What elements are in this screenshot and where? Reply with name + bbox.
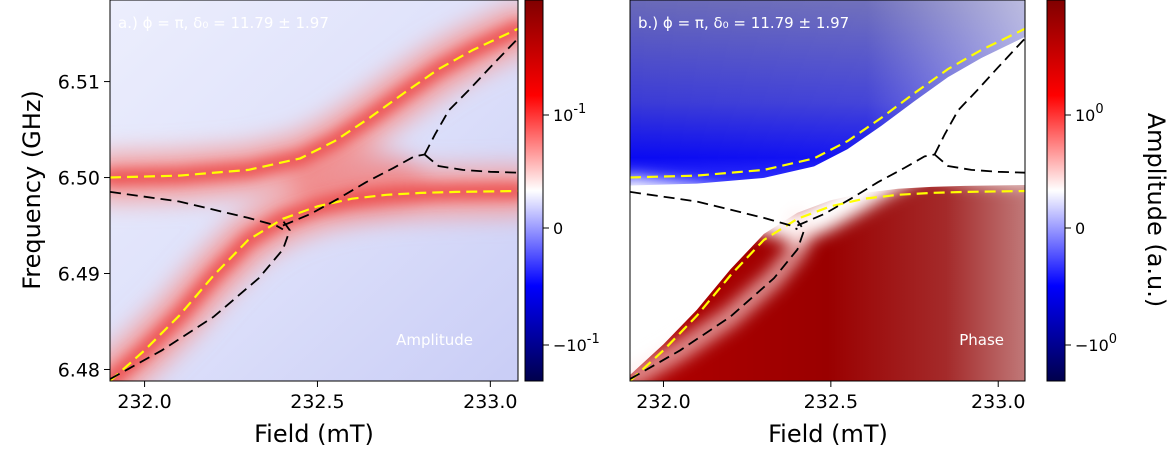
panel-a-fit-curve-1: [110, 191, 284, 231]
panel-b-model-curve-2: [630, 189, 1025, 381]
panel-b-zero-band-right: [921, 141, 1025, 186]
panel-b-fit-curve-3: [630, 220, 806, 380]
panel-a-title: a.) ϕ = π, δ₀ = 11.79 ± 1.97: [118, 14, 329, 32]
colorbar-b-tick-label: 100: [1075, 102, 1104, 125]
panel-b-title: b.) ϕ = π, δ₀ = 11.79 ± 1.97: [638, 14, 849, 32]
colorbar-label: Amplitude (a.u.): [1142, 113, 1167, 308]
panel-a-model-curve-2: [110, 189, 518, 381]
colorbar-b: 100 0 −100 Amplitude (a.u.): [1046, 0, 1167, 382]
colorbar-a-tick-label: 0: [553, 219, 563, 238]
y-axis-label: Frequency (GHz): [18, 90, 46, 290]
panel-a-y-tick-label: 6.49: [58, 264, 100, 286]
panel-b-x-tick-label: 232.0: [636, 391, 690, 413]
panel-b-zero-band-left: [630, 176, 813, 245]
panel-b-curves: [630, 27, 1025, 381]
colorbar-a: 10-1 0 −10-1: [524, 0, 600, 382]
panel-b-x-axis-label: Field (mT): [768, 420, 888, 448]
panel-b-fit-curve-5: [934, 153, 1025, 174]
colorbar-a-scale: [524, 0, 544, 382]
panel-a-y-tick-label: 6.50: [58, 168, 100, 190]
panel-a-y-ticks: 6.48 6.49 6.50 6.51: [58, 72, 110, 381]
colorbar-b-tick-label: 0: [1075, 219, 1085, 238]
panel-a-x-axis-label: Field (mT): [254, 420, 374, 448]
panel-a-fit-curve-4: [423, 37, 518, 155]
colorbar-b-scale: [1046, 0, 1066, 382]
panel-b-frame: [629, 0, 1026, 382]
panel-a: a.) ϕ = π, δ₀ = 11.79 ± 1.97 Amplitude 2…: [18, 0, 519, 448]
panel-b-positive-region: [630, 185, 1025, 381]
panel-a-x-ticks: 232.0 232.5 233.0: [117, 381, 518, 413]
panel-a-y-tick-label: 6.51: [58, 72, 100, 94]
panel-b-model-curve-1: [630, 27, 1025, 179]
colorbar-b-ticks: 100 0 −100: [1065, 102, 1117, 355]
panel-a-x-tick-label: 232.0: [117, 391, 171, 413]
panel-b-negative-haze: [630, 0, 1025, 186]
colorbar-a-tick-label: −10-1: [553, 332, 600, 355]
colorbar-b-tick-label: −100: [1075, 332, 1117, 355]
colorbar-a-tick-label: 10-1: [553, 102, 586, 125]
panel-a-x-tick-label: 232.5: [290, 391, 344, 413]
panel-b-fit-curve-2: [797, 153, 935, 227]
panel-b-label: Phase: [959, 331, 1004, 349]
panel-a-frame: [109, 0, 519, 382]
panel-b-x-tick-label: 232.5: [804, 391, 858, 413]
panel-a-fit-curve-3: [110, 220, 291, 380]
panel-b-fit-curve-1: [630, 191, 798, 231]
panel-a-model-curve-1: [110, 27, 518, 179]
panel-a-y-tick-label: 6.48: [58, 359, 100, 381]
panel-a-curves: [110, 27, 518, 381]
panel-b: b.) ϕ = π, δ₀ = 11.79 ± 1.97 Phase 232.0…: [629, 0, 1026, 448]
panel-b-x-tick-label: 233.0: [971, 391, 1025, 413]
panel-a-x-tick-label: 233.0: [463, 391, 517, 413]
panel-b-fit-curve-4: [933, 37, 1025, 155]
colorbar-a-ticks: 10-1 0 −10-1: [543, 102, 600, 355]
panel-a-fit-curve-5: [424, 153, 518, 174]
panel-a-label: Amplitude: [396, 331, 473, 349]
panel-a-fit-curve-2: [282, 153, 425, 227]
panel-b-x-ticks: 232.0 232.5 233.0: [636, 381, 1025, 413]
